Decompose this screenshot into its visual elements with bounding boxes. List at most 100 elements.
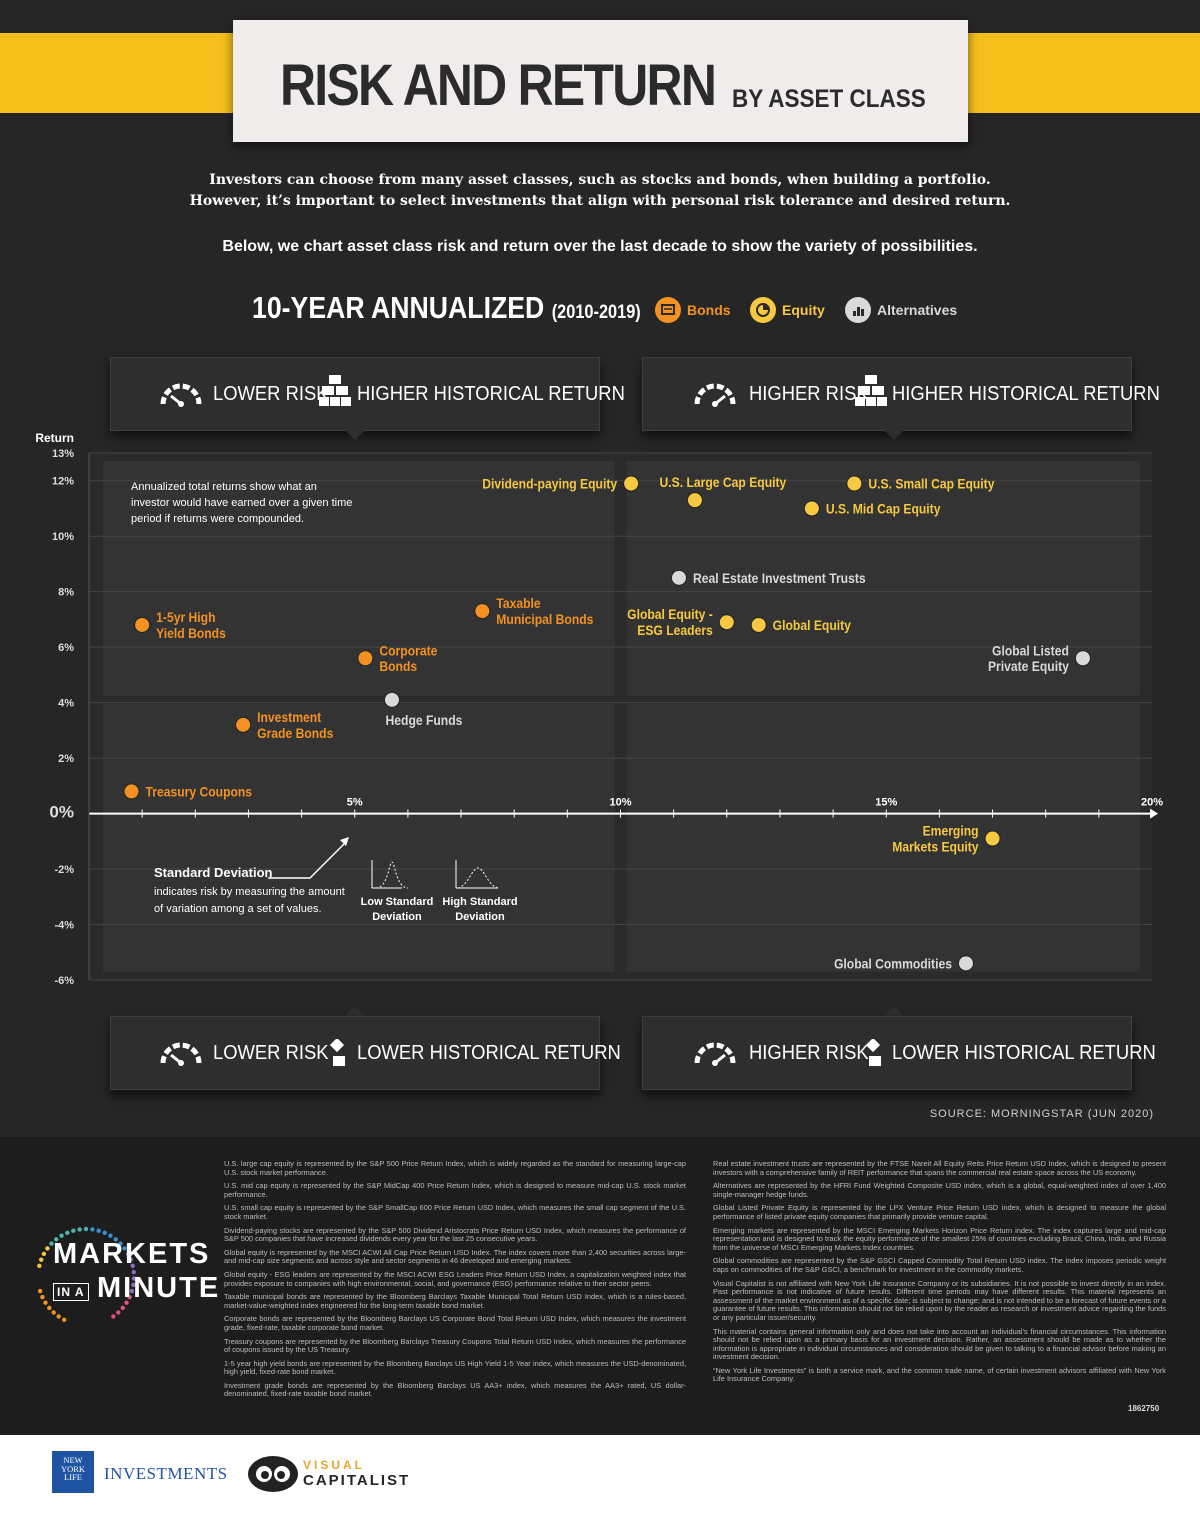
footnote: Taxable municipal bonds are represented … — [224, 1292, 686, 1310]
chart-heading-period: (2010-2019) — [551, 302, 641, 323]
footnote: Real estate investment trusts are repres… — [713, 1159, 1166, 1177]
data-label: Global Listed Private Equity — [988, 643, 1070, 675]
footnote: Global Listed Private Equity is represen… — [713, 1203, 1166, 1221]
ring-dot — [125, 1251, 131, 1257]
quadrant-box-bottom-left: LOWER RISK LOWER HISTORICAL RETURN — [110, 1016, 621, 1090]
data-point — [383, 691, 400, 708]
vc-capitalist-text: CAPITALIST — [303, 1472, 411, 1489]
ring-dot — [54, 1237, 59, 1242]
x-tick-label: 10% — [609, 797, 631, 809]
bond-icon — [655, 297, 681, 323]
ring-dot — [129, 1288, 135, 1294]
footnote: Corporate bonds are represented by the B… — [224, 1314, 686, 1332]
visual-capitalist-logo-icon — [248, 1456, 298, 1492]
footnote: 1-5 year high yield bonds are represente… — [224, 1358, 686, 1377]
footnote: Treasury coupons are represented by the … — [224, 1336, 686, 1355]
new-york-life-logo: NEW YORK LIFE — [52, 1451, 94, 1493]
ring-dot — [111, 1314, 116, 1319]
std-title: Standard Deviation — [154, 865, 273, 880]
intro-line-2: However, it’s important to select invest… — [189, 193, 1011, 209]
low-std-label: Low Standard Deviation — [361, 896, 434, 923]
legend-alternatives-label: Alternatives — [877, 302, 958, 318]
data-label: Corporate Bonds — [379, 643, 437, 675]
high-std-label: High Standard Deviation — [442, 896, 517, 923]
footnote: Global equity is represented by the MSCI… — [224, 1247, 686, 1266]
x-tick-label: 20% — [1141, 797, 1163, 809]
document-code: 1862750 — [1128, 1404, 1160, 1413]
footnote: This material contains general informati… — [713, 1326, 1166, 1362]
data-point — [984, 830, 1001, 847]
intro-line-1: Investors can choose from many asset cla… — [209, 172, 991, 188]
std-text: indicates risk by measuring the amount of… — [154, 886, 345, 915]
data-label: Global Commodities — [834, 956, 952, 972]
nyl-investments-text: INVESTMENTS — [104, 1464, 228, 1483]
intro-line-3: Below, we chart asset class risk and ret… — [222, 238, 978, 255]
ring-dot — [122, 1246, 127, 1251]
gold-bars-stack-icon — [855, 375, 887, 406]
y-tick-label: 6% — [58, 642, 74, 654]
footnote: “New York Life Investments” is both a se… — [713, 1365, 1166, 1384]
data-point — [846, 475, 863, 492]
ring-dot — [65, 1230, 70, 1235]
std-pointer-arrow — [340, 837, 349, 846]
data-label: U.S. Small Cap Equity — [868, 476, 995, 492]
y-axis-label: Return — [35, 431, 74, 445]
ring-dot — [43, 1300, 48, 1305]
ring-dot — [49, 1241, 54, 1246]
ring-dot — [118, 1241, 123, 1246]
bar-chart-icon — [845, 297, 871, 323]
ring-dot — [127, 1294, 132, 1300]
data-point — [123, 783, 140, 800]
y-tick-label: -6% — [54, 975, 74, 987]
high-std-curve — [457, 867, 499, 889]
ring-dot — [130, 1263, 135, 1268]
quadrant-risk-label: HIGHER RISK — [749, 1042, 869, 1064]
data-label: Emerging Markets Equity — [892, 823, 979, 855]
gauge-high-icon — [694, 383, 736, 407]
footnote: Investment grade bonds are represented b… — [224, 1380, 686, 1399]
data-point — [1074, 650, 1091, 667]
source-note: SOURCE: MORNINGSTAR (JUN 2020) — [929, 1108, 1154, 1120]
y-tick-label: 12% — [52, 476, 74, 488]
title-card — [233, 20, 968, 142]
data-point — [474, 603, 491, 620]
data-label: U.S. Large Cap Equity — [660, 475, 788, 491]
footnotes-band — [0, 1137, 1200, 1435]
std-pointer-line — [268, 841, 347, 879]
page-title: RISK AND RETURN — [280, 53, 717, 118]
ring-dot — [71, 1228, 76, 1233]
data-label: Hedge Funds — [386, 712, 463, 728]
logo-line-2b: MINUTE — [97, 1272, 221, 1304]
data-label: Global Equity -ESG Leaders — [627, 607, 713, 639]
ring-dot — [120, 1305, 125, 1311]
logo-line-2a: IN A — [53, 1283, 89, 1301]
data-label: Investment Grade Bonds — [257, 709, 333, 741]
data-point — [803, 500, 820, 517]
footnote: Visual Capitalist is not affiliated with… — [713, 1278, 1166, 1322]
quadrant-box-bottom-right: HIGHER RISK LOWER HISTORICAL RETURN — [642, 1016, 1156, 1090]
gold-bars-stack-icon — [319, 375, 351, 406]
quadrant-return-label: LOWER HISTORICAL RETURN — [357, 1042, 621, 1064]
footnotes-left: U.S. large cap equity is represented by … — [224, 1159, 686, 1404]
quadrant-risk-label: LOWER RISK — [213, 1042, 329, 1064]
footnote: Global equity - ESG leaders are represen… — [224, 1269, 686, 1288]
notch — [345, 1006, 365, 1016]
vc-visual-text: VISUAL — [303, 1458, 366, 1472]
ring-dot — [77, 1227, 82, 1232]
data-label: Real Estate Investment Trusts — [693, 570, 866, 586]
gauge-low-icon — [160, 383, 202, 407]
chart-heading-main: 10-YEAR ANNUALIZED — [252, 290, 545, 325]
data-point — [623, 475, 640, 492]
ring-dot — [102, 1230, 107, 1235]
ring-dot — [37, 1263, 42, 1268]
x-tick-label: 5% — [347, 797, 363, 809]
ring-dot — [128, 1257, 133, 1262]
notch — [884, 430, 904, 440]
ring-dot — [56, 1314, 61, 1319]
footnote: Global commodities are represented by th… — [713, 1256, 1166, 1274]
quadrant-return-label: HIGHER HISTORICAL RETURN — [892, 383, 1160, 405]
data-point — [718, 614, 735, 631]
data-label: U.S. Mid Cap Equity — [826, 501, 941, 517]
y-tick-label: -4% — [54, 920, 74, 932]
footnote: U.S. large cap equity is represented by … — [224, 1159, 686, 1177]
